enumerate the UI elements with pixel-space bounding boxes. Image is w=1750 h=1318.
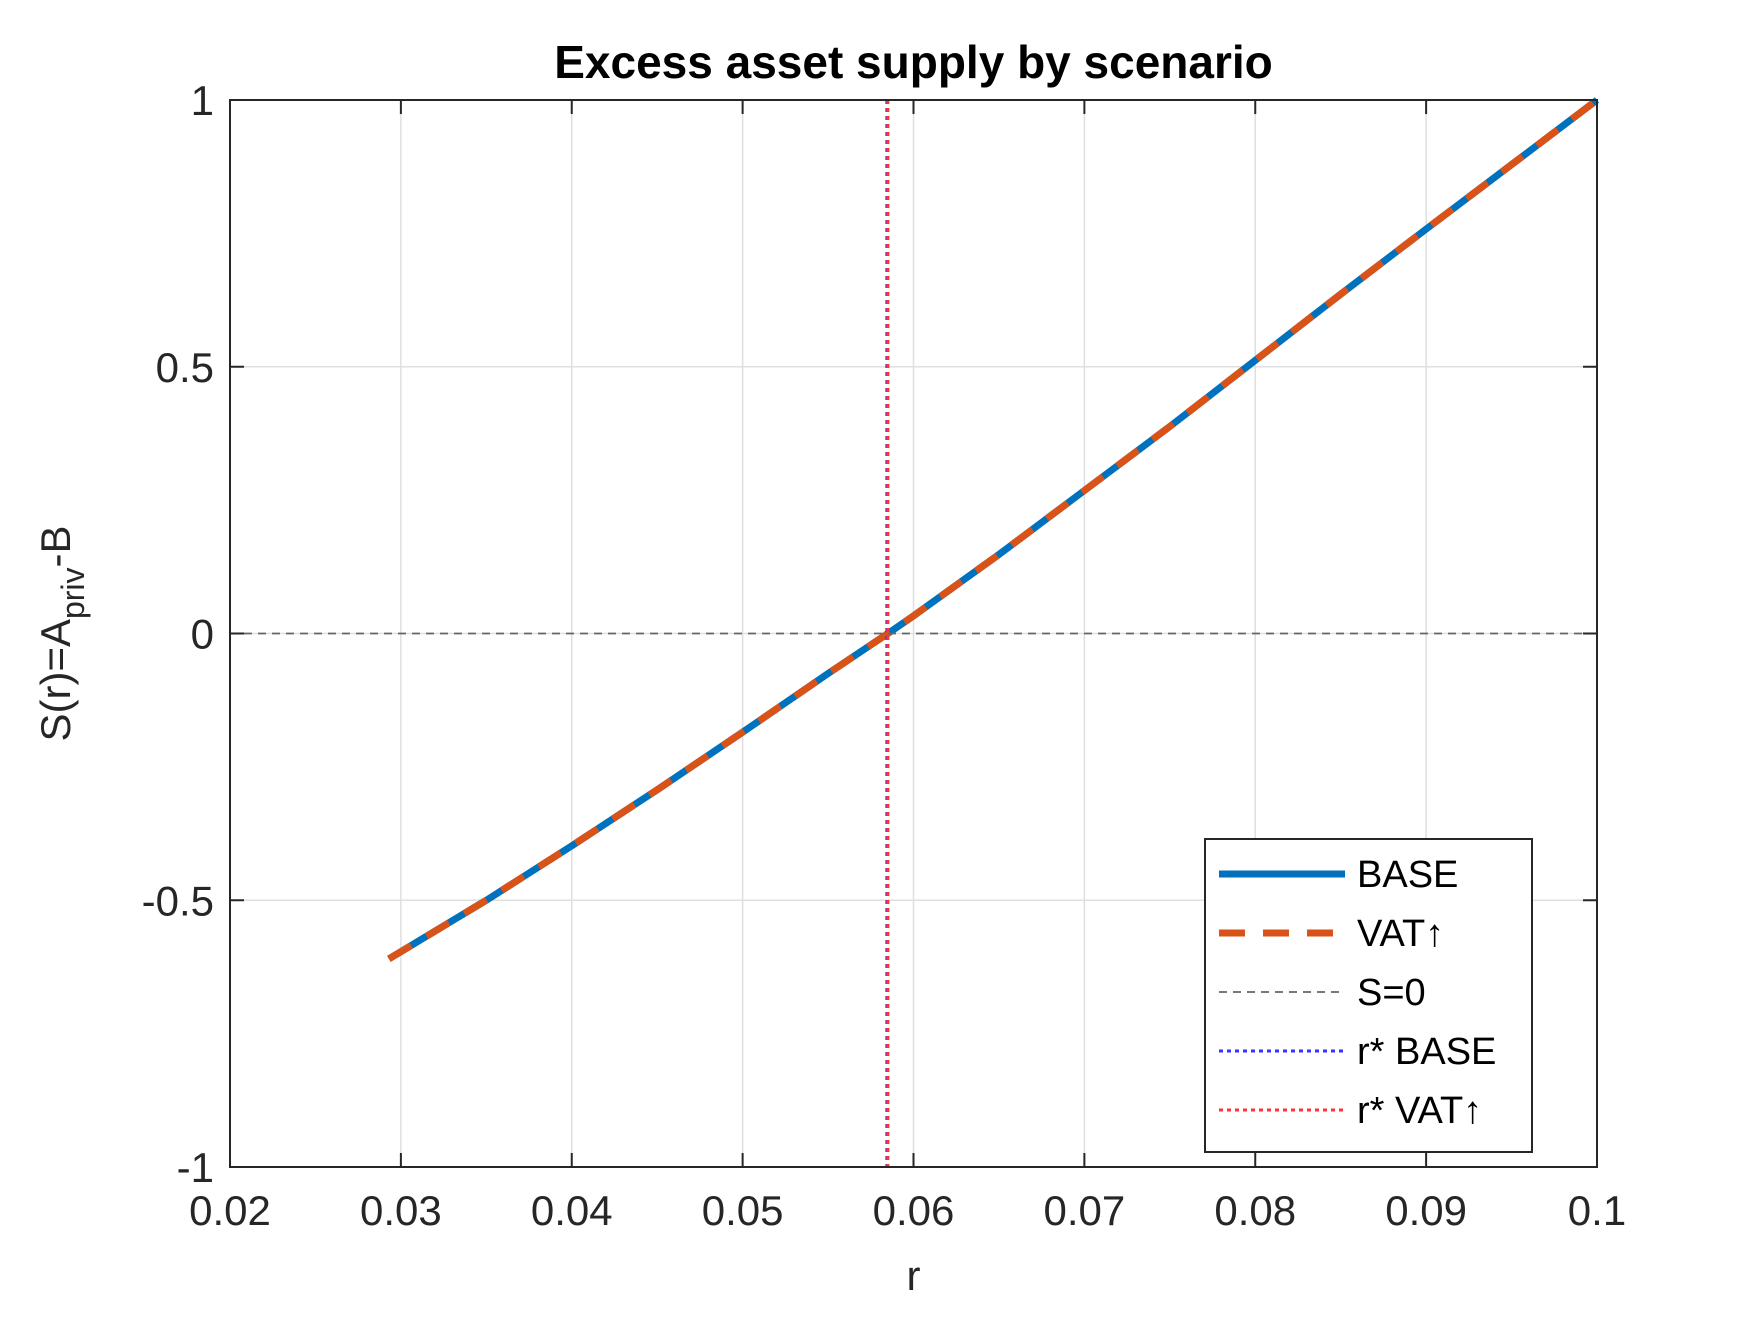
x-tick-label: 0.06 — [873, 1187, 955, 1234]
legend: BASE VAT↑ S=0 r* BASE r* VAT↑ — [1204, 838, 1533, 1153]
y-tick-label: 0.5 — [156, 344, 214, 391]
y-axis-label-main: S(r)=A — [32, 619, 79, 742]
legend-label: VAT↑ — [1357, 913, 1444, 955]
x-tick-label: 0.07 — [1044, 1187, 1126, 1234]
x-tick-label: 0.03 — [360, 1187, 442, 1234]
y-axis-label-suffix: -B — [32, 525, 79, 567]
y-tick-label: 1 — [191, 77, 214, 124]
legend-box — [1204, 838, 1533, 1153]
y-axis-label: S(r)=Apriv-B — [32, 525, 91, 741]
x-tick-label: 0.04 — [531, 1187, 613, 1234]
legend-label: S=0 — [1357, 972, 1426, 1014]
y-tick-label: -1 — [177, 1144, 214, 1191]
legend-label: r* BASE — [1357, 1031, 1496, 1073]
x-axis-label: r — [907, 1252, 921, 1299]
y-tick-label: 0 — [191, 611, 214, 658]
x-tick-label: 0.1 — [1568, 1187, 1626, 1234]
x-tick-label: 0.05 — [702, 1187, 784, 1234]
series-layer — [230, 97, 1600, 1167]
chart-title: Excess asset supply by scenario — [554, 36, 1273, 88]
x-tick-label: 0.02 — [189, 1187, 271, 1234]
x-tick-label: 0.09 — [1385, 1187, 1467, 1234]
legend-label: BASE — [1357, 854, 1458, 896]
legend-label: r* VAT↑ — [1357, 1090, 1482, 1132]
y-tick-label: -0.5 — [142, 877, 214, 924]
series-line-VAT↑ — [387, 97, 1600, 962]
y-axis-label-subscript: priv — [55, 567, 91, 619]
x-tick-label: 0.08 — [1214, 1187, 1296, 1234]
ticks: 0.02 0.03 0.04 0.05 0.06 0.07 0.08 0.09 0.1 -1 -0.… — [142, 77, 1627, 1234]
